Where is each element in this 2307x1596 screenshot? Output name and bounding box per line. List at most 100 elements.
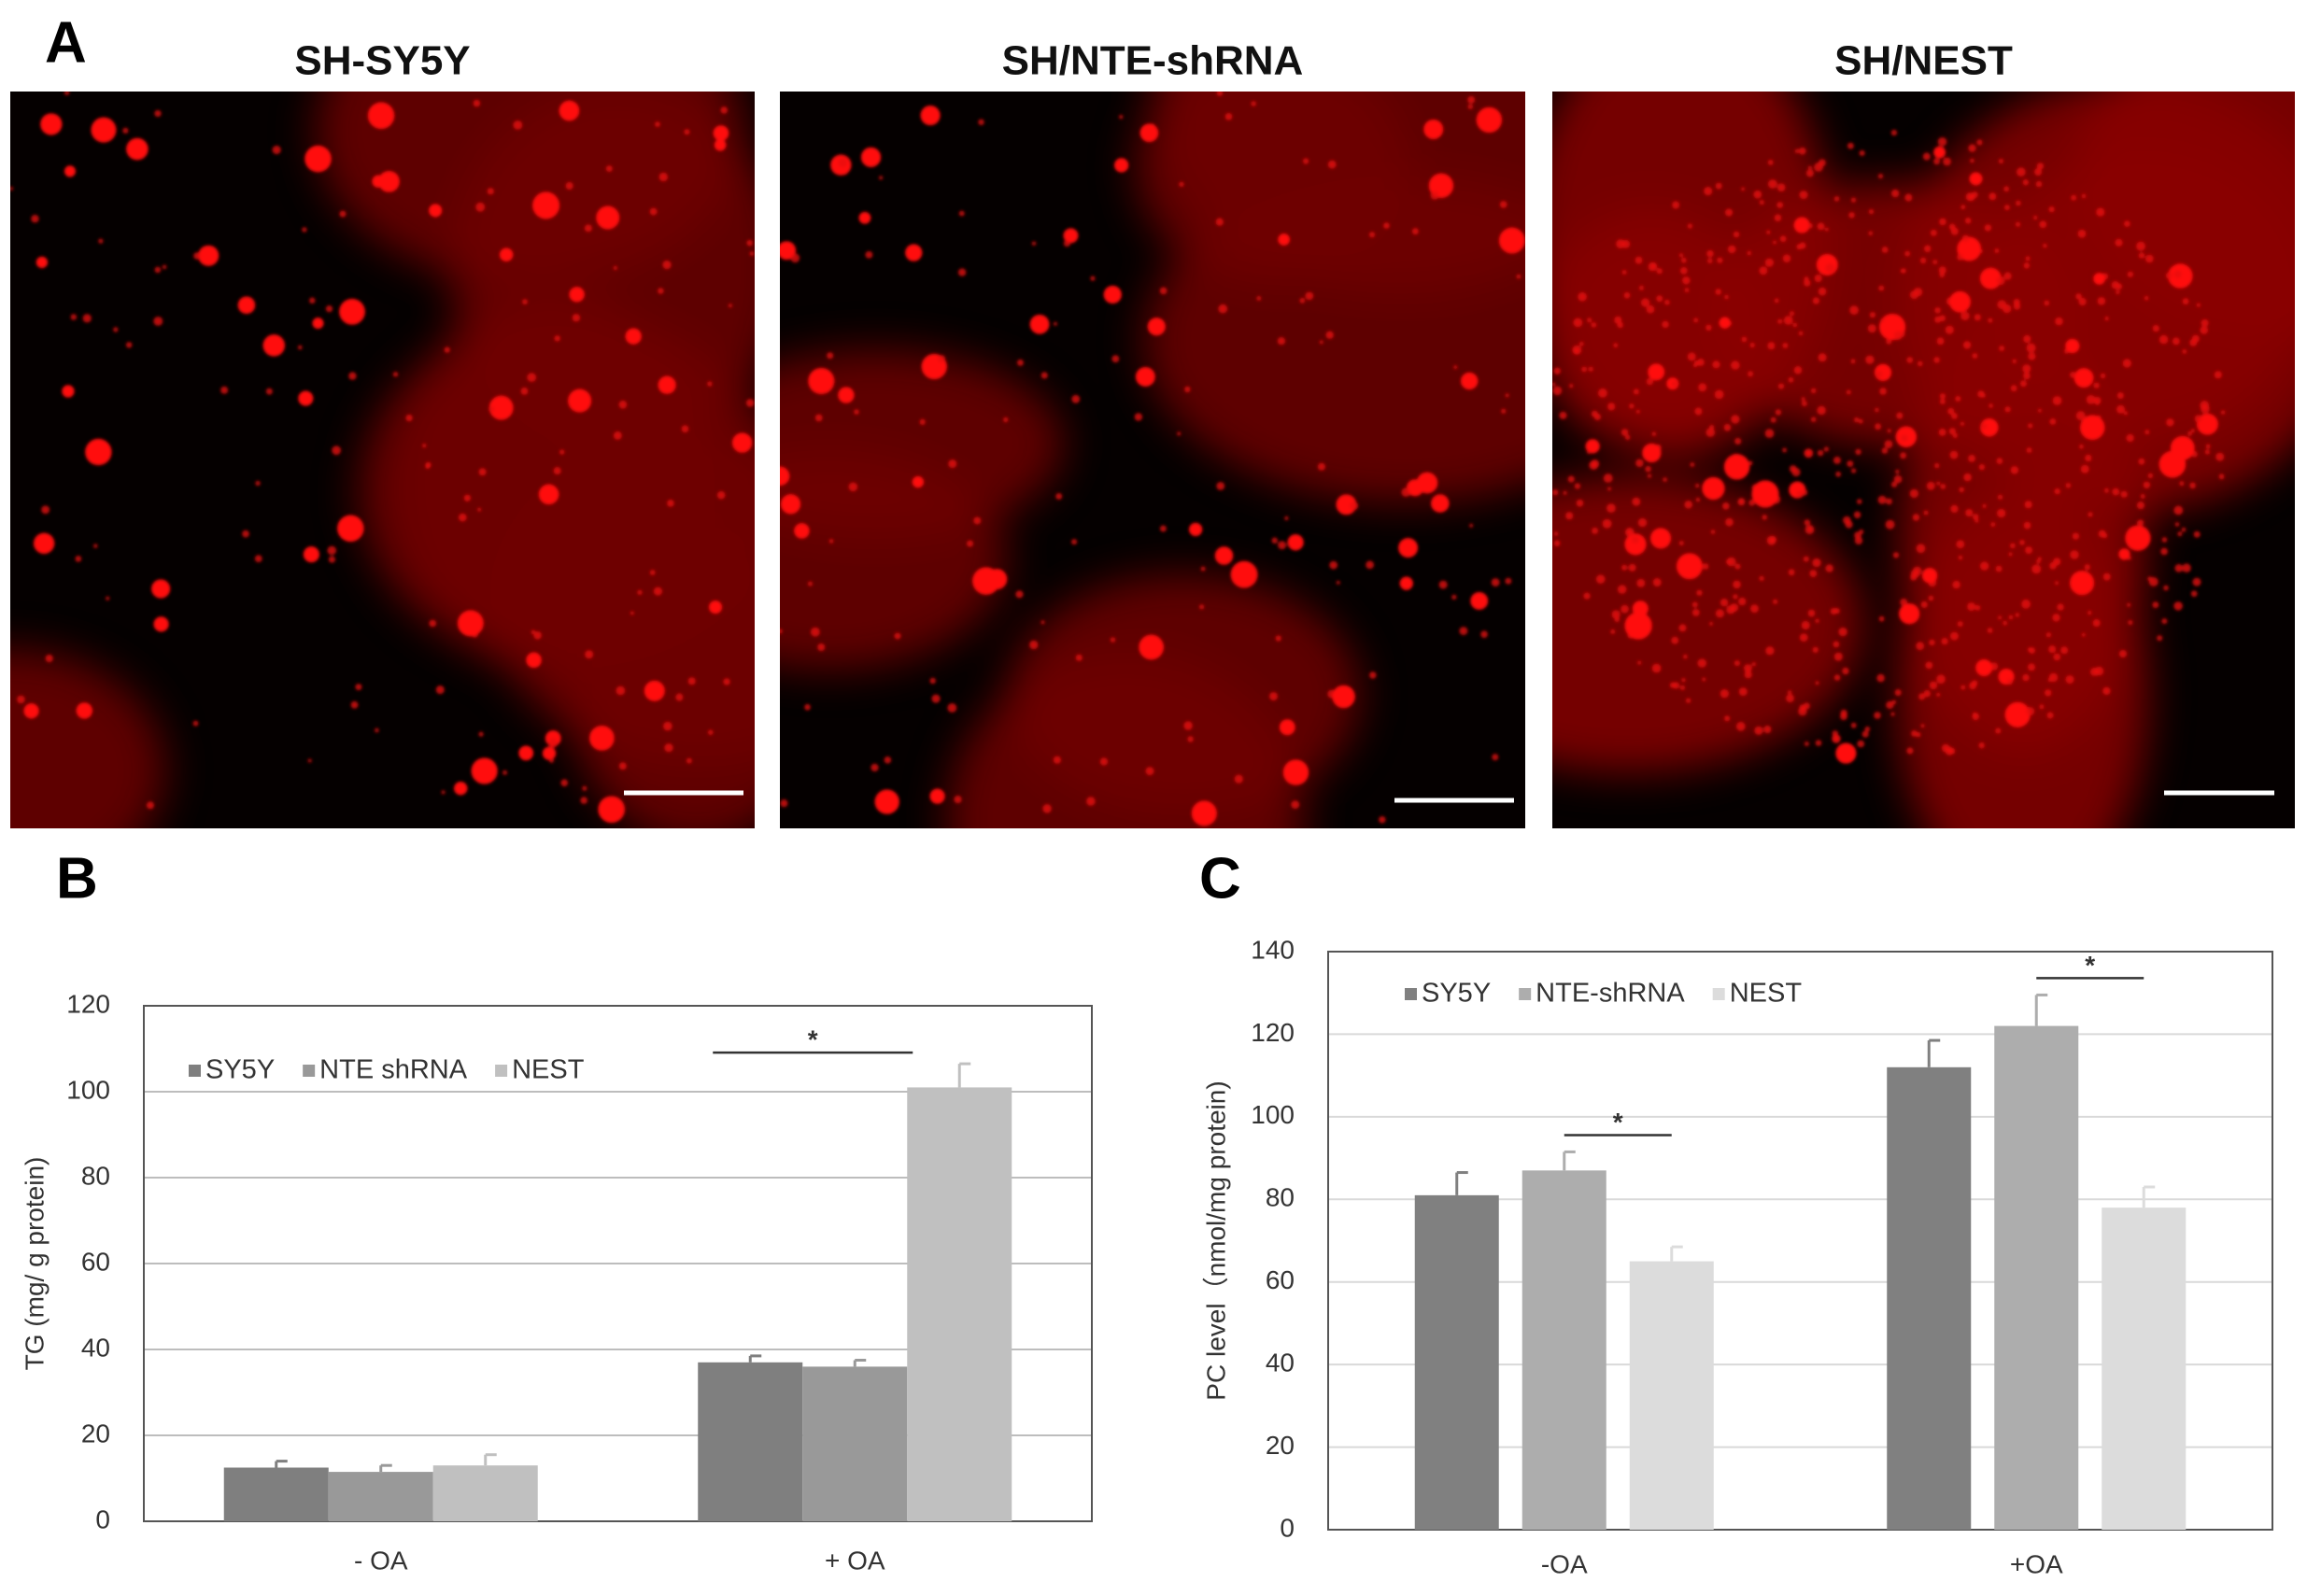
lipid-droplet	[1975, 659, 1993, 677]
lipid-droplet	[2127, 271, 2134, 277]
lipid-droplet	[162, 264, 167, 270]
lipid-droplet	[957, 268, 967, 276]
lipid-droplet	[1706, 258, 1713, 264]
droplet-layer	[780, 92, 1525, 826]
lipid-droplet	[2027, 663, 2036, 671]
lipid-droplet	[2161, 537, 2168, 543]
lipid-droplet	[1890, 481, 1898, 487]
lipid-droplet	[1606, 487, 1612, 491]
lipid-droplet	[1962, 341, 1972, 349]
y-tick-label: 20	[1266, 1431, 1295, 1460]
lipid-droplet	[745, 399, 755, 407]
lipid-droplet	[1941, 743, 1950, 753]
lipid-droplet	[1071, 539, 1078, 545]
lipid-droplet	[1854, 536, 1863, 545]
lipid-droplet	[2080, 464, 2089, 473]
lipid-droplet	[1933, 146, 1946, 159]
lipid-droplet	[1904, 193, 1913, 202]
lipid-droplet	[1682, 654, 1688, 659]
lipid-droplet	[1741, 336, 1748, 343]
lipid-droplet	[1987, 628, 1993, 633]
lipid-droplet	[1559, 411, 1567, 419]
lipid-droplet	[1430, 191, 1439, 200]
legend-swatch	[189, 1065, 201, 1077]
lipid-droplet	[1379, 815, 1386, 824]
lipid-droplet	[1933, 357, 1940, 363]
lipid-droplet	[542, 746, 557, 760]
lipid-droplet	[1968, 144, 1976, 152]
lipid-droplet	[1684, 500, 1693, 509]
lipid-droplet	[1793, 366, 1803, 374]
lipid-droplet	[1648, 261, 1658, 272]
lipid-droplet	[2123, 220, 2130, 228]
lipid-droplet	[2173, 601, 2183, 611]
error-bar	[275, 1460, 288, 1468]
bar	[1414, 1194, 1499, 1530]
lipid-droplet	[1624, 612, 1652, 640]
lipid-droplet	[520, 387, 529, 395]
lipid-droplet	[1835, 742, 1857, 764]
lipid-droplet	[920, 106, 941, 126]
lipid-droplet	[2140, 494, 2145, 500]
lipid-droplet	[1733, 580, 1741, 589]
lipid-droplet	[1864, 726, 1871, 732]
lipid-droplet	[1691, 608, 1700, 616]
lipid-droplet	[2003, 620, 2008, 626]
lipid-droplet	[1960, 685, 1966, 690]
lipid-droplet	[2078, 297, 2087, 306]
lipid-droplet	[1724, 294, 1729, 300]
lipid-droplet	[1972, 713, 1980, 721]
lipid-droplet	[1899, 603, 1920, 625]
lipid-droplet	[1071, 394, 1081, 403]
lipid-droplet	[1552, 382, 1556, 387]
lipid-droplet	[1681, 275, 1691, 285]
lipid-droplet	[332, 445, 342, 456]
lipid-droplet	[1945, 325, 1954, 334]
lipid-droplet	[2116, 283, 2123, 290]
lipid-droplet	[2205, 444, 2211, 449]
lipid-droplet	[475, 202, 486, 212]
lipid-droplet	[1777, 318, 1783, 324]
lipid-droplet	[1647, 473, 1652, 478]
lipid-droplet	[1929, 639, 1935, 646]
lipid-droplet	[681, 425, 689, 433]
x-tick-label: +OA	[2010, 1549, 2063, 1578]
lipid-droplet	[1890, 712, 1895, 716]
lipid-droplet	[1886, 338, 1892, 345]
lipid-droplet	[337, 515, 364, 543]
lipid-droplet	[1776, 202, 1784, 208]
lipid-droplet	[2218, 473, 2225, 480]
lipid-droplet	[265, 388, 273, 395]
lipid-droplet	[854, 409, 859, 416]
y-axis-label: TG (mg/ g protein)	[20, 1157, 49, 1371]
lipid-droplet	[618, 762, 627, 770]
lipid-droplet	[1540, 439, 1547, 445]
lipid-droplet	[1648, 363, 1665, 381]
lipid-droplet	[1833, 652, 1843, 661]
lipid-droplet	[1724, 715, 1731, 722]
lipid-droplet	[1723, 454, 1750, 480]
lipid-droplet	[2144, 254, 2154, 263]
lipid-droplet	[527, 373, 537, 383]
lipid-droplet	[662, 260, 672, 270]
lipid-droplet	[723, 678, 730, 685]
micrograph	[10, 92, 755, 828]
lipid-droplet	[1801, 397, 1805, 402]
lipid-droplet	[1251, 101, 1256, 106]
lipid-droplet	[1989, 403, 1993, 408]
lipid-droplet	[2100, 373, 2106, 379]
lipid-droplet	[1467, 104, 1474, 109]
lipid-droplet	[780, 629, 783, 634]
lipid-droplet	[1812, 646, 1819, 653]
lipid-droplet	[2028, 423, 2033, 429]
lipid-droplet	[1291, 800, 1300, 810]
lipid-droplet	[2023, 372, 2031, 380]
lipid-droplet	[1697, 658, 1707, 668]
lipid-droplet	[1960, 205, 1966, 210]
lipid-droplet	[1879, 388, 1887, 395]
lipid-droplet	[2031, 564, 2042, 574]
lipid-droplet	[1635, 256, 1643, 264]
lipid-droplet	[98, 238, 104, 244]
lipid-droplet	[1980, 422, 1988, 431]
lipid-droplet	[1970, 158, 1974, 163]
